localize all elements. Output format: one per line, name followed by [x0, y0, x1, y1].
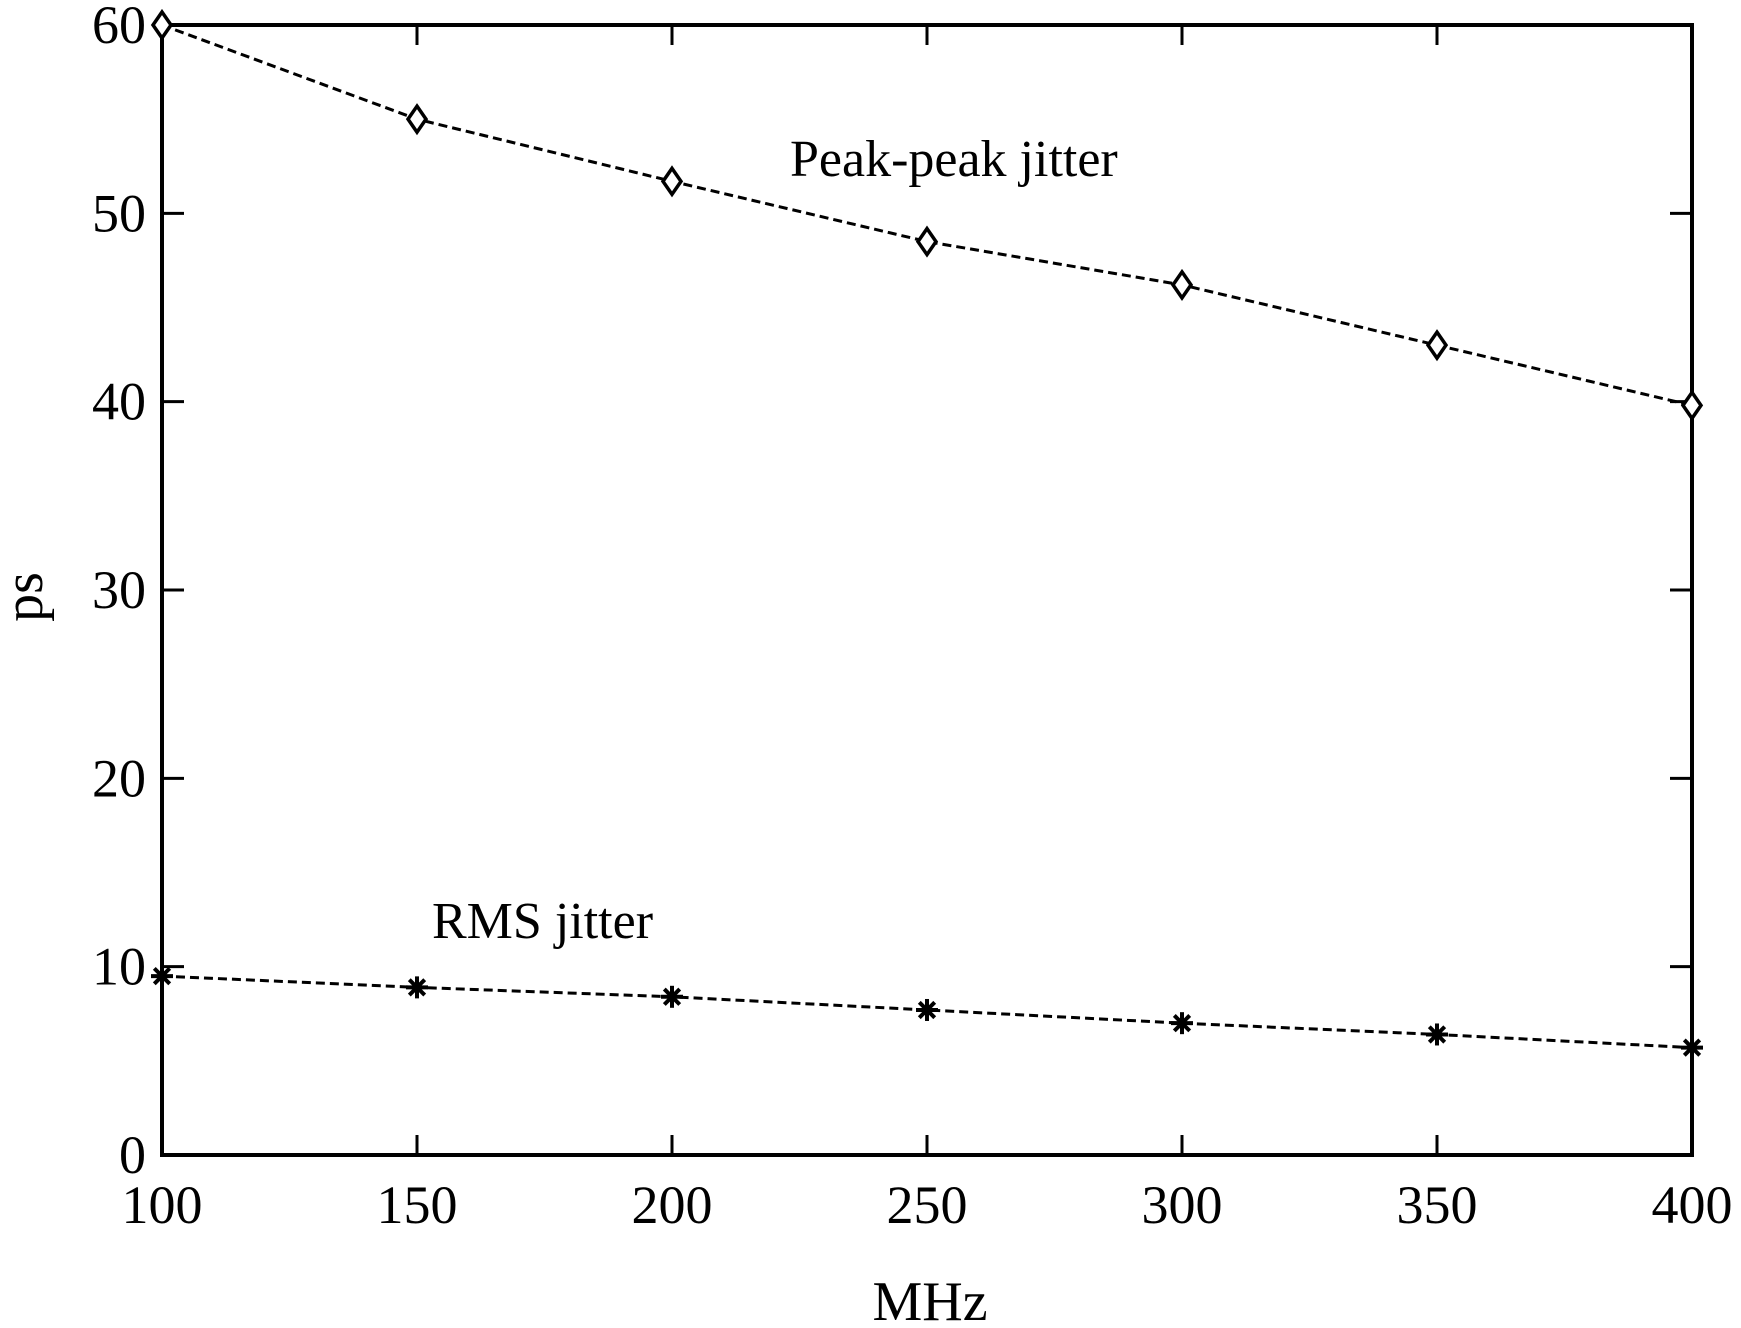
star-stroke-3: [917, 1000, 937, 1020]
labels: MHz ps Peak-peak jitter RMS jitter: [0, 131, 1118, 1328]
data-point-1-4: [1171, 1012, 1193, 1035]
x-tick-label-350: 350: [1397, 1175, 1478, 1235]
data-point-1-0: [151, 965, 173, 988]
x-tick-label-200: 200: [632, 1175, 713, 1235]
x-axis-label: MHz: [872, 1271, 987, 1323]
series-1: [151, 965, 1703, 1059]
data-point-1-2: [661, 985, 683, 1008]
y-tick-label-60: 60: [92, 0, 146, 55]
ticks: 100 150 200 250 300 350 400 0 10 20 30 40 50 60: [92, 0, 1733, 1235]
data-point-0-1: [405, 103, 429, 136]
star-stroke-3: [1427, 1025, 1447, 1044]
y-tick-label-20: 20: [92, 748, 146, 808]
x-tick-label-100: 100: [122, 1175, 203, 1235]
data-point-1-6: [1681, 1036, 1703, 1059]
star-stroke-3: [152, 966, 172, 986]
data-point-0-5: [1425, 329, 1449, 362]
x-tick-label-250: 250: [887, 1175, 968, 1235]
x-tick-label-300: 300: [1142, 1175, 1223, 1235]
x-tick-label-150: 150: [377, 1175, 458, 1235]
series: [150, 8, 1704, 1059]
y-tick-label-50: 50: [92, 183, 146, 243]
data-point-1-1: [406, 976, 428, 999]
star-stroke-3: [407, 978, 427, 997]
data-point-0-0: [150, 8, 174, 42]
data-point-0-6: [1680, 389, 1704, 422]
y-tick-label-30: 30: [92, 560, 146, 620]
y-tick-label-40: 40: [92, 372, 146, 432]
series-label-peak-peak: Peak-peak jitter: [790, 131, 1118, 188]
data-point-0-4: [1170, 268, 1194, 301]
data-point-1-5: [1426, 1023, 1448, 1046]
star-stroke-3: [662, 987, 682, 1006]
series-0: [150, 8, 1704, 422]
star-stroke-3: [1172, 1014, 1192, 1033]
data-point-0-3: [915, 225, 939, 258]
series-label-rms: RMS jitter: [432, 893, 653, 950]
data-point-1-3: [916, 998, 938, 1021]
x-tick-label-400: 400: [1652, 1175, 1733, 1235]
y-axis-label: ps: [0, 572, 55, 622]
series-line-0: [161, 23, 1693, 407]
y-tick-label-0: 0: [119, 1125, 146, 1185]
star-stroke-3: [1682, 1038, 1702, 1057]
data-point-0-2: [660, 165, 684, 198]
y-tick-label-10: 10: [92, 937, 146, 997]
